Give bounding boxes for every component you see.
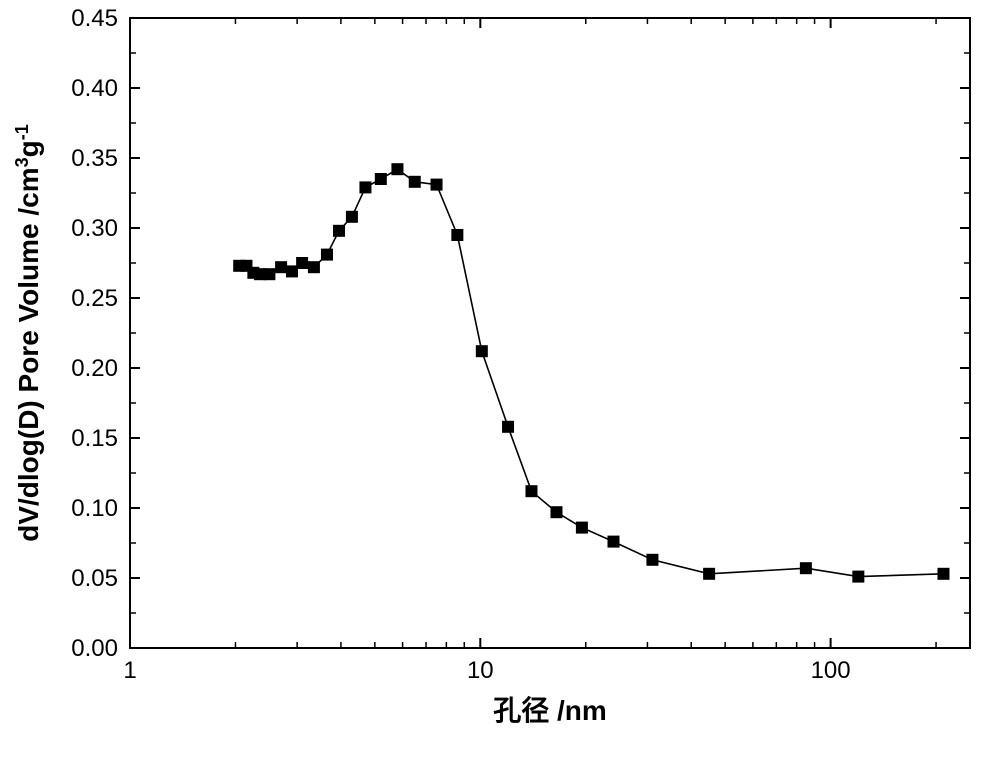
data-marker — [451, 229, 463, 241]
y-axis-label: dV/dlog(D) Pore Volume /cm3g-1 — [12, 124, 44, 542]
chart-container: 1 10 100 0.00 0.05 0.10 0.15 0.20 0.25 0.30 0.35 0.… — [0, 0, 1000, 758]
data-marker — [703, 568, 715, 580]
data-marker — [431, 179, 443, 191]
data-marker — [321, 249, 333, 261]
y-tick-label: 0.15 — [71, 425, 118, 452]
y-tick-label: 0.05 — [71, 565, 118, 592]
data-marker — [525, 485, 537, 497]
data-marker — [550, 506, 562, 518]
y-tick-label: 0.40 — [71, 75, 118, 102]
x-tick-label: 100 — [811, 657, 851, 684]
y-tick-label: 0.10 — [71, 495, 118, 522]
data-marker — [346, 211, 358, 223]
y-tick-label: 0.45 — [71, 5, 118, 32]
y-tick-label: 0.30 — [71, 215, 118, 242]
y-tick-label: 0.25 — [71, 285, 118, 312]
data-marker — [502, 421, 514, 433]
data-marker — [800, 562, 812, 574]
y-tick-label: 0.20 — [71, 355, 118, 382]
y-tick-label: 0.35 — [71, 145, 118, 172]
data-marker — [333, 225, 345, 237]
data-marker — [375, 173, 387, 185]
data-marker — [359, 181, 371, 193]
data-marker — [646, 554, 658, 566]
data-marker — [937, 568, 949, 580]
data-marker — [308, 261, 320, 273]
y-tick-label: 0.00 — [71, 635, 118, 662]
data-marker — [391, 163, 403, 175]
data-marker — [576, 522, 588, 534]
pore-size-distribution-chart: 1 10 100 0.00 0.05 0.10 0.15 0.20 0.25 0.30 0.35 0.… — [0, 0, 1000, 758]
x-tick-label: 10 — [467, 657, 494, 684]
x-axis-label: 孔径 /nm — [493, 695, 607, 726]
data-marker — [263, 268, 275, 280]
data-marker — [409, 176, 421, 188]
data-marker — [296, 257, 308, 269]
data-marker — [275, 261, 287, 273]
x-tick-label: 1 — [123, 657, 136, 684]
data-marker — [607, 536, 619, 548]
data-marker — [852, 571, 864, 583]
data-marker — [476, 345, 488, 357]
